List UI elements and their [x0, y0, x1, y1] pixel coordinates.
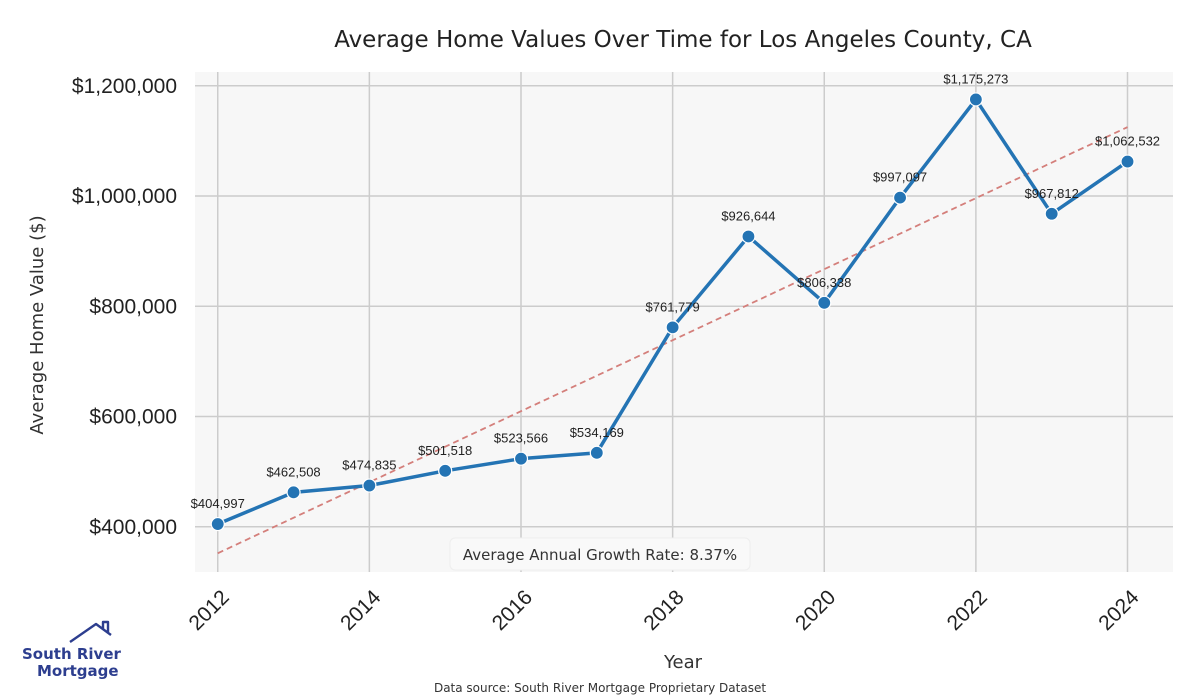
x-tick-2014: 2014 — [336, 586, 386, 636]
data-point-2019 — [741, 229, 756, 244]
data-point-2023 — [1044, 206, 1059, 221]
annotation-box — [449, 537, 751, 571]
point-label-2012: $404,997 — [191, 496, 245, 511]
y-tick-1: $600,000 — [89, 406, 177, 429]
point-label-2024: $1,062,532 — [1095, 134, 1160, 149]
trend-line — [217, 126, 1128, 555]
y-tick-0: $400,000 — [89, 516, 177, 539]
point-label-2021: $997,097 — [873, 170, 927, 185]
point-label-2018: $761,779 — [646, 299, 700, 314]
chart-title: Average Home Values Over Time for Los An… — [334, 27, 1032, 53]
logo: South River Mortgage — [22, 620, 122, 680]
data-point-2020 — [817, 295, 832, 310]
point-label-2013: $462,508 — [266, 464, 320, 479]
x-tick-2016: 2016 — [488, 586, 537, 635]
logo-line1: South River — [22, 645, 122, 663]
x-tick-labels: 2012 2014 2016 2018 2020 2022 2024 — [184, 586, 1143, 636]
data-point-2014 — [362, 478, 377, 493]
data-point-2015 — [438, 463, 453, 478]
data-source-note: Data source: South River Mortgage Propri… — [434, 681, 766, 695]
data-point-2017 — [589, 445, 604, 460]
house-roof-icon — [69, 620, 112, 643]
x-tick-2024: 2024 — [1094, 586, 1144, 636]
point-label-2015: $501,518 — [418, 443, 472, 458]
point-label-2022: $1,175,273 — [943, 71, 1008, 86]
growth-rate-annotation: Average Annual Growth Rate: 8.37% — [449, 537, 751, 571]
y-tick-2: $800,000 — [89, 295, 177, 318]
data-point-2022 — [968, 92, 983, 107]
data-point-2013 — [286, 485, 301, 500]
point-label-2023: $967,812 — [1025, 186, 1079, 201]
point-labels: $404,997 $462,508 $474,835 $501,518 $523,566… — [191, 71, 1160, 511]
y-axis-label: Average Home Value ($) — [27, 215, 48, 434]
data-point-2016 — [513, 451, 529, 466]
x-tick-2018: 2018 — [639, 586, 688, 635]
plot-area — [195, 72, 1173, 572]
point-label-2020: $806,338 — [797, 275, 851, 290]
x-tick-2020: 2020 — [791, 586, 840, 635]
data-point-2021 — [892, 190, 908, 205]
y-tick-4: $1,200,000 — [72, 75, 177, 98]
point-label-2017: $534,169 — [570, 425, 624, 440]
data-point-2024 — [1120, 154, 1135, 169]
annotation-text: Average Annual Growth Rate: 8.37% — [463, 546, 737, 564]
point-label-2016: $523,566 — [494, 431, 548, 446]
y-tick-labels: $400,000 $600,000 $800,000 $1,000,000 $1,200… — [72, 75, 177, 539]
x-tick-2012: 2012 — [184, 586, 233, 635]
point-label-2019: $926,644 — [721, 208, 775, 223]
point-label-2014: $474,835 — [342, 458, 396, 473]
logo-line2: Mortgage — [37, 662, 119, 680]
data-points — [210, 92, 1135, 532]
x-tick-2022: 2022 — [943, 586, 992, 635]
data-point-2012 — [210, 516, 225, 532]
data-point-2018 — [665, 320, 680, 335]
y-gridlines — [195, 85, 1173, 528]
x-axis-label: Year — [663, 652, 703, 673]
y-tick-3: $1,000,000 — [72, 185, 177, 208]
